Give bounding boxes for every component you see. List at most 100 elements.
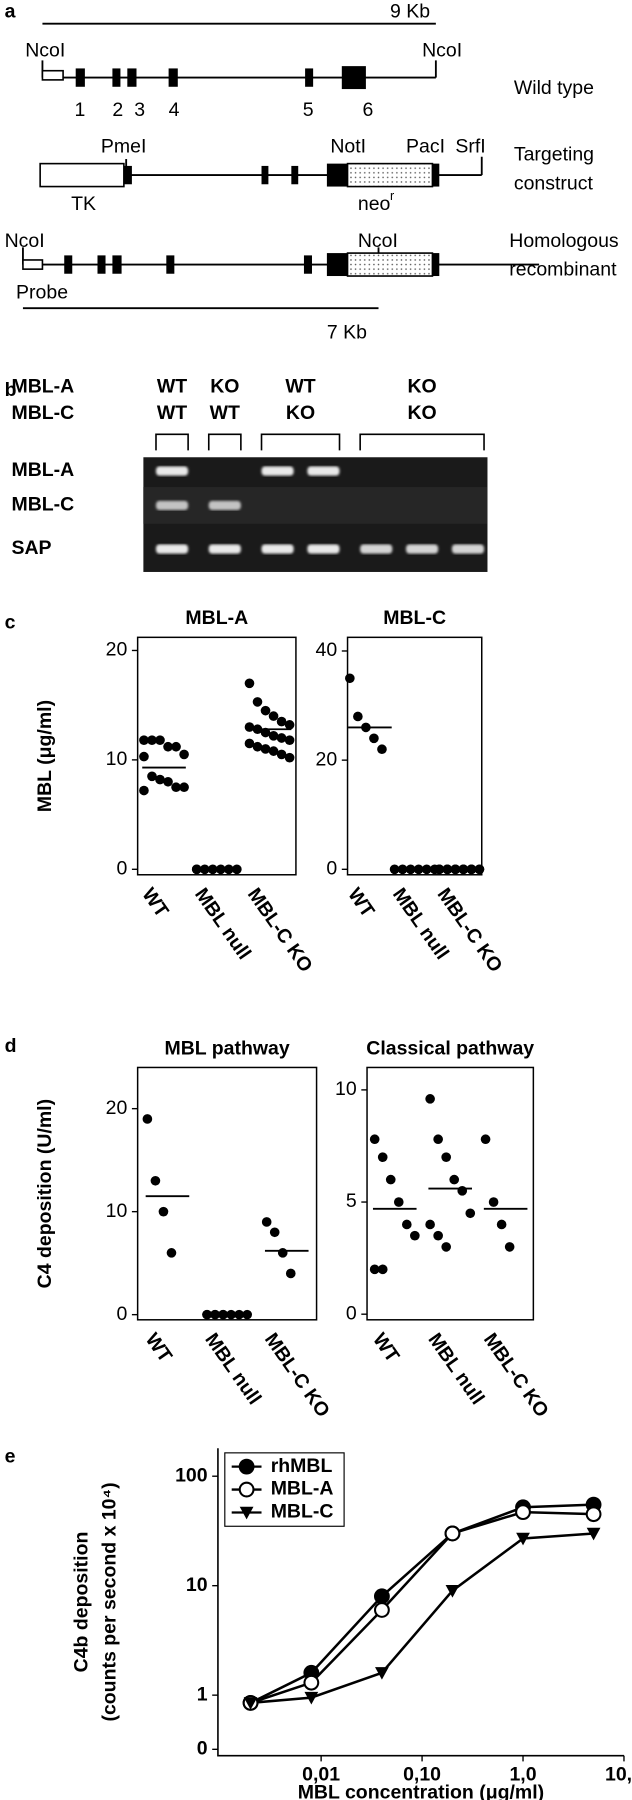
neo-cassette	[346, 252, 434, 277]
bracket	[155, 433, 189, 451]
targeting-diagram: 9 Kb NcoI NcoI 1 2 3 4 5 6 Wild type Pme…	[5, 0, 619, 343]
genotype-label: KO	[407, 402, 436, 424]
data-point	[244, 678, 255, 689]
data-point	[139, 735, 149, 746]
band	[307, 466, 340, 476]
data-point	[147, 735, 157, 746]
band	[261, 544, 294, 554]
data-point	[276, 749, 287, 760]
cassette-label: neo	[358, 193, 391, 215]
data-point	[158, 1206, 169, 1217]
chart-title: MBL-C	[383, 607, 446, 629]
site-label: NotI	[330, 136, 366, 158]
y-tick-label: 0	[326, 857, 337, 879]
lane-row-label: MBL-C	[11, 494, 74, 516]
y-tick-label: 0	[197, 1737, 208, 1759]
row-label: recombinant	[509, 258, 617, 280]
scale-label: 9 Kb	[390, 0, 430, 22]
exon	[432, 253, 440, 277]
exon	[303, 255, 312, 274]
data-point	[261, 1217, 272, 1227]
y-tick-label: 40	[316, 639, 338, 661]
lane-row-label: SAP	[11, 537, 51, 559]
series-line	[250, 1503, 594, 1705]
legend-label: MBL-A	[271, 1478, 334, 1500]
x-tick-label: MBL-C KO	[243, 884, 317, 976]
plot-frame	[136, 636, 297, 876]
panel-label: b	[5, 379, 17, 401]
data-point	[433, 1134, 443, 1145]
site-label: PacI	[406, 136, 445, 158]
band	[209, 466, 241, 475]
legend-marker	[238, 1481, 255, 1498]
band	[307, 544, 340, 554]
exon	[127, 68, 137, 87]
cassette-label: TK	[71, 193, 96, 215]
x-tick-label: 0,01	[302, 1763, 340, 1785]
exon-label: 2	[112, 99, 123, 121]
data-point	[166, 1248, 177, 1258]
data-point	[269, 1227, 280, 1238]
data-point	[496, 1219, 507, 1230]
x-tick-label: WT	[343, 884, 378, 922]
band	[208, 500, 241, 511]
data-point	[303, 1674, 320, 1691]
data-point	[586, 1527, 601, 1541]
data-point	[410, 1230, 420, 1241]
exon-label: 4	[169, 99, 180, 121]
y-tick-label: 10	[186, 1574, 208, 1596]
data-point	[369, 1134, 380, 1145]
x-tick-label: 0,10	[403, 1763, 441, 1785]
probe-box	[22, 259, 44, 270]
data-point	[425, 1219, 435, 1230]
data-point	[304, 1691, 319, 1705]
data-point	[457, 1186, 468, 1196]
band	[452, 466, 484, 475]
exon	[168, 68, 178, 87]
genotype-label: KO	[407, 375, 436, 397]
data-point	[441, 1242, 452, 1252]
data-point	[504, 1242, 515, 1252]
series-line	[250, 1532, 594, 1705]
band	[406, 466, 438, 475]
bracket	[260, 433, 341, 451]
band	[406, 501, 438, 510]
plot-frame	[366, 1066, 535, 1321]
exon	[112, 255, 122, 274]
y-tick-label: 10	[335, 1078, 357, 1100]
x-tick-label: WT	[137, 884, 172, 922]
exon-label: 5	[303, 99, 314, 121]
data-point	[276, 733, 287, 743]
band	[307, 501, 339, 510]
data-point	[243, 1697, 258, 1710]
band	[208, 544, 241, 554]
data-point	[142, 1114, 153, 1124]
data-point	[147, 771, 157, 782]
site-label: NcoI	[25, 39, 65, 61]
tk-cassette	[39, 162, 125, 188]
x-tick-label: MBL-C KO	[260, 1329, 334, 1421]
x-tick-label: MBL null	[200, 1329, 265, 1409]
data-point	[252, 697, 263, 707]
data-point	[480, 1134, 491, 1145]
data-point	[155, 774, 165, 785]
probe-box	[41, 69, 64, 81]
exon	[64, 255, 73, 274]
data-point	[516, 1532, 530, 1546]
band	[261, 466, 294, 476]
row-label: Targeting	[514, 144, 594, 166]
x-tick-label: WT	[141, 1329, 176, 1367]
panel-label: e	[5, 1446, 16, 1468]
data-point	[373, 1602, 390, 1618]
chart-title: MBL pathway	[164, 1037, 289, 1059]
gel-strip	[143, 487, 488, 524]
y-tick-label: 10	[106, 1200, 128, 1222]
panel-label: d	[5, 1035, 17, 1057]
exon	[326, 163, 348, 187]
site-label: NcoI	[358, 230, 398, 252]
data-point	[171, 782, 181, 793]
band	[155, 466, 189, 476]
exon	[261, 165, 269, 185]
data-point	[377, 744, 387, 755]
band	[451, 544, 485, 554]
